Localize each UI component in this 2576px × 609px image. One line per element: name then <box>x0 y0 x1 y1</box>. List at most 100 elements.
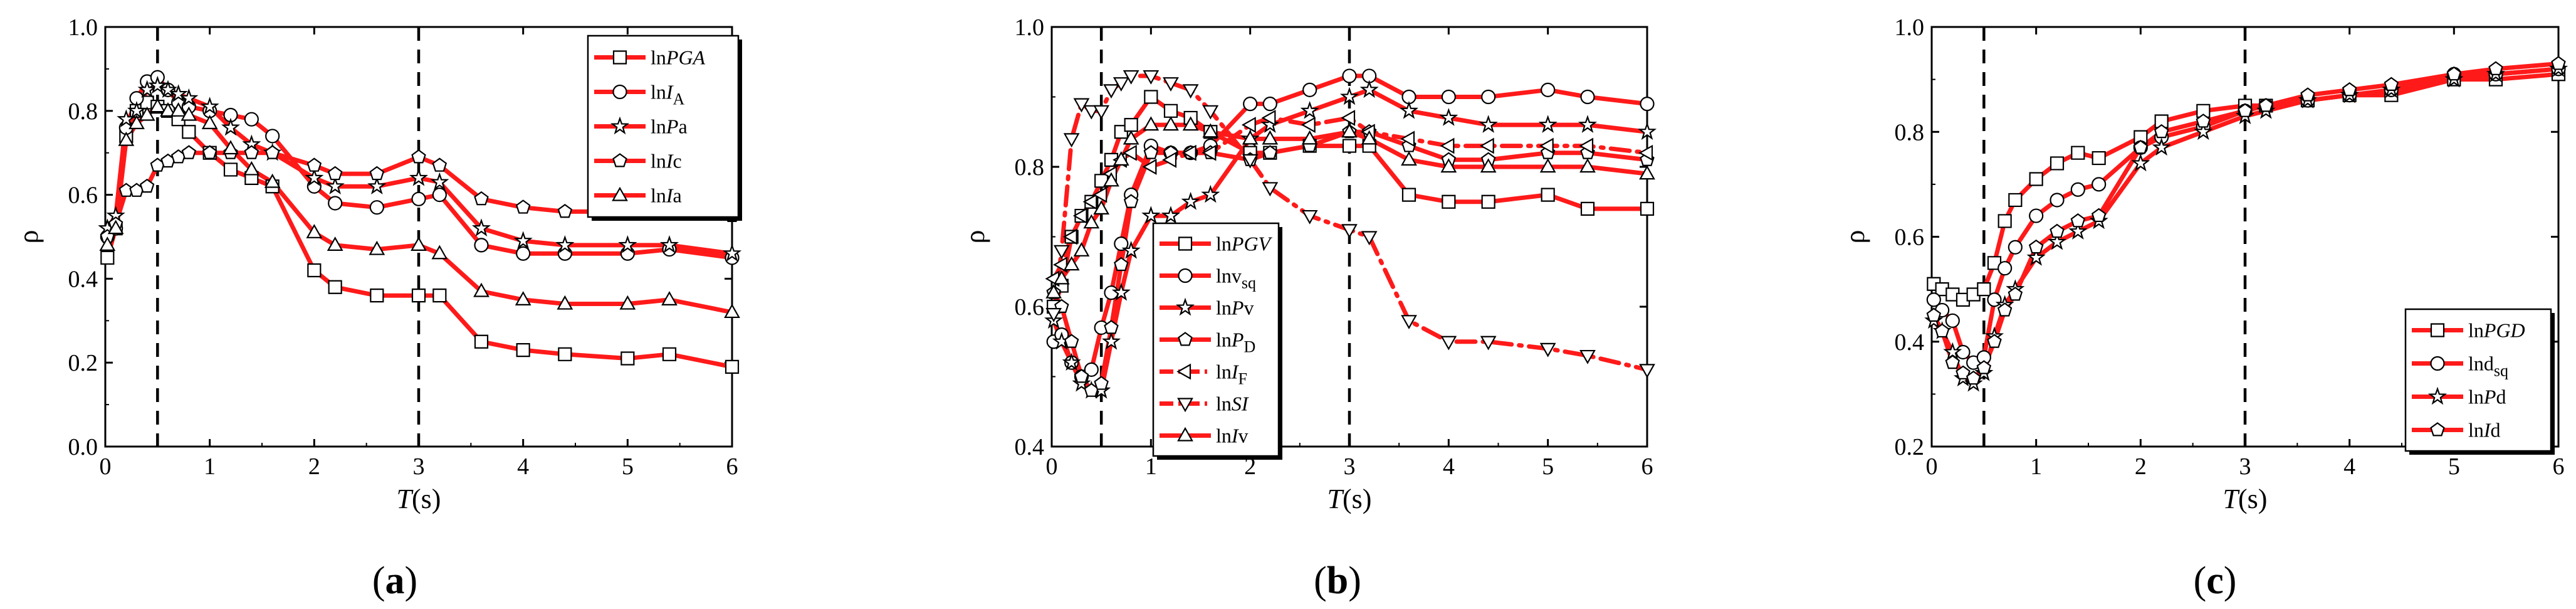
text-span: (s) <box>412 484 441 514</box>
x-tick-label: 6 <box>726 453 738 480</box>
data-point-lnPd <box>2026 248 2046 266</box>
data-point-lnIv <box>1063 256 1080 271</box>
data-point-lndsq <box>2070 182 2085 197</box>
data-point-lnPa <box>127 100 147 119</box>
text-span: ln <box>1216 393 1232 415</box>
text-span: ln <box>1216 233 1232 255</box>
text-span: c <box>2206 559 2224 602</box>
data-point-lnPv <box>1339 87 1359 105</box>
data-point-lnPv <box>1181 191 1200 210</box>
data-point-lnPGA <box>182 125 196 139</box>
data-point-lnPv <box>1399 100 1419 119</box>
data-point-lnvsq <box>1481 89 1496 105</box>
text-span: ) <box>2224 559 2237 602</box>
data-point-lnPGV <box>1541 188 1555 202</box>
legend-label-lnIA: lnIA <box>651 81 685 109</box>
text-span: lnd <box>2468 352 2494 375</box>
text-span: T <box>2223 484 2241 514</box>
legend-marker <box>612 84 627 100</box>
text-span: ( <box>1314 559 1327 602</box>
data-point-lnIv <box>1093 200 1110 214</box>
data-point-lnSI <box>1093 105 1110 120</box>
x-tick-label: 5 <box>622 453 634 480</box>
x-tick-label: 1 <box>1145 453 1157 480</box>
data-point-lnIc <box>181 145 197 159</box>
y-tick-label: 0.6 <box>1895 225 1925 251</box>
data-point-lnPa <box>618 235 637 253</box>
data-point-lnIv <box>1301 130 1318 145</box>
data-point-lnIc <box>202 145 217 159</box>
data-point-lnIF <box>1539 137 1554 154</box>
data-point-lnIv <box>1202 123 1219 138</box>
x-tick-label: 1 <box>204 453 216 480</box>
chart-panel-0: 0 1 2 3 4 5 60.00.20.40.60.81.0T(s)ρlnPGAlnIAl… <box>13 14 742 602</box>
legend-label-lnPD: lnPD <box>1216 329 1255 356</box>
data-point-lnId <box>2238 103 2253 117</box>
data-point-lnIa <box>139 106 155 121</box>
data-point-lnIv <box>1045 283 1062 299</box>
x-tick-label: 5 <box>1542 453 1554 480</box>
data-point-lnPd <box>2047 232 2067 250</box>
data-point-lnvsq <box>1243 97 1258 112</box>
data-point-lnPGV <box>1144 90 1158 104</box>
legend-label-lnPd: lnPd <box>2468 386 2506 408</box>
data-point-lnPGD <box>2154 114 2169 129</box>
x-tick-label: 4 <box>517 453 529 480</box>
legend-marker <box>2427 386 2448 405</box>
data-point-lnPa <box>659 235 679 253</box>
text-span: P <box>1231 329 1244 351</box>
chart-panel-1: 0 1 2 3 4 5 60.40.60.81.0T(s)ρ lnPGVlnvsqlnPvln… <box>960 14 1657 602</box>
legend-marker <box>2430 323 2445 337</box>
data-point-lnIv <box>1182 116 1199 131</box>
data-point-lnPD <box>1123 194 1139 208</box>
data-point-lnId <box>2384 77 2399 91</box>
data-point-lnPv <box>1538 115 1558 133</box>
data-point-lnIF <box>1241 117 1256 133</box>
text-span: T <box>397 484 414 514</box>
legend-label-lnPGV: lnPGV <box>1216 233 1273 255</box>
data-point-lnPa <box>722 243 742 262</box>
text-span: a <box>673 184 682 207</box>
text-span: v <box>1243 297 1254 319</box>
data-point-lnIa <box>149 98 166 113</box>
data-point-lnPGD <box>2071 146 2085 160</box>
data-point-lnIv <box>1143 116 1160 131</box>
data-point-lnPa <box>137 80 157 98</box>
panel-label: (b) <box>1314 559 1361 602</box>
legend-marker <box>1178 268 1193 283</box>
data-point-lnIv <box>1361 130 1378 145</box>
data-point-lnPv <box>1161 206 1181 224</box>
text-span: d <box>2491 419 2501 442</box>
data-point-lnPGD <box>1956 292 1971 307</box>
data-point-lnPv <box>1062 352 1081 371</box>
data-point-lnSI <box>1163 77 1179 92</box>
x-tick-label: 3 <box>2239 453 2251 480</box>
data-point-lnPGD <box>2008 193 2023 208</box>
data-point-lndsq <box>1945 313 1960 328</box>
data-point-lnSI <box>1480 336 1497 351</box>
data-point-lnPGD <box>2092 151 2106 166</box>
text-span: ln <box>651 81 666 103</box>
data-point-lnIc <box>515 199 531 214</box>
data-point-lnIF <box>1341 110 1356 126</box>
data-point-lnIv <box>1113 151 1129 166</box>
data-point-lnIF <box>1261 110 1276 126</box>
data-point-lnIa <box>619 295 636 310</box>
text-span: d <box>2496 386 2506 408</box>
text-span: F <box>1238 370 1247 388</box>
text-span: ( <box>2194 559 2207 602</box>
legend-label-lnPGD: lnPGD <box>2468 319 2525 342</box>
data-point-lnvsq <box>1114 236 1129 252</box>
legend-label-lnPGA: lnPGA <box>651 46 706 69</box>
data-point-lnPa <box>367 176 387 195</box>
data-point-lnIv <box>1053 270 1070 285</box>
data-point-lnId <box>1987 334 2002 348</box>
x-tick-label: 6 <box>1641 453 1653 480</box>
legend-marker <box>612 50 627 65</box>
data-point-lnPD <box>1104 320 1119 334</box>
data-point-lnPGV <box>1442 194 1456 209</box>
data-point-lnIv <box>1539 158 1556 173</box>
data-point-lnIF <box>1301 117 1316 133</box>
data-point-lnIc <box>432 157 448 172</box>
